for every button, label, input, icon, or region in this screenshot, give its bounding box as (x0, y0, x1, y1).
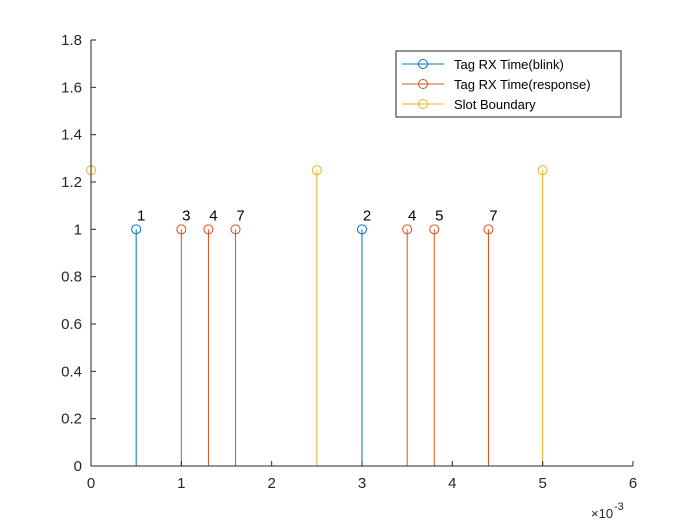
y-tick-label: 1 (74, 221, 82, 238)
y-tick-label: 0 (74, 458, 82, 475)
stem-marker (203, 224, 214, 235)
data-label: 1 (137, 207, 145, 224)
x-tick-label: 2 (267, 475, 275, 492)
data-label: 3 (182, 207, 190, 224)
x-tick-label: 6 (629, 475, 637, 492)
x-tick-label: 4 (448, 475, 456, 492)
y-tick-label: 1.8 (61, 32, 82, 49)
y-tick-label: 1.4 (61, 127, 82, 144)
stem-marker (311, 165, 322, 176)
legend-entry: Tag RX Time(response) (454, 77, 591, 92)
y-tick-label: 0.6 (61, 316, 82, 333)
data-label: 4 (209, 207, 217, 224)
x-exponent-power: -3 (614, 501, 624, 513)
labels-layer: 1 2 3 4 7 4 5 7 0 1 2 3 4 5 6 0 0.2 0.4 0.6 0.8 1 1.2 1.4 1.6 1.… (61, 32, 637, 521)
y-tick-label: 0.2 (61, 411, 82, 428)
stem-marker (402, 224, 413, 235)
data-label: 7 (489, 207, 497, 224)
data-label: 2 (363, 207, 371, 224)
legend: Tag RX Time(blink) Tag RX Time(response) S… (395, 50, 622, 118)
legend-marker (418, 59, 428, 69)
y-tick-label: 1.6 (61, 79, 82, 96)
y-tick-label: 0.8 (61, 269, 82, 286)
y-tick-label: 1.2 (61, 174, 82, 191)
stem-marker (131, 224, 142, 235)
stem-marker (357, 224, 367, 235)
x-tick-label: 3 (358, 475, 366, 492)
stem-marker (537, 165, 548, 176)
data-label: 4 (408, 207, 416, 224)
legend-marker (418, 99, 428, 109)
legend-marker (418, 79, 428, 89)
data-label: 5 (435, 207, 443, 224)
x-tick-label: 5 (538, 475, 546, 492)
stem-marker (176, 224, 187, 235)
stem-marker (429, 224, 440, 235)
axes-layer (90, 39, 634, 467)
stem-marker (230, 224, 241, 235)
y-tick-label: 0.4 (61, 363, 82, 380)
x-tick-label: 1 (177, 475, 185, 492)
legend-entry: Tag RX Time(blink) (454, 57, 564, 72)
x-exponent-label: ×10 (591, 506, 613, 521)
x-tick-label: 0 (87, 475, 95, 492)
stem-marker (483, 224, 494, 235)
stems-layer (86, 165, 548, 466)
legend-entry: Slot Boundary (454, 97, 536, 112)
data-label: 7 (236, 207, 244, 224)
